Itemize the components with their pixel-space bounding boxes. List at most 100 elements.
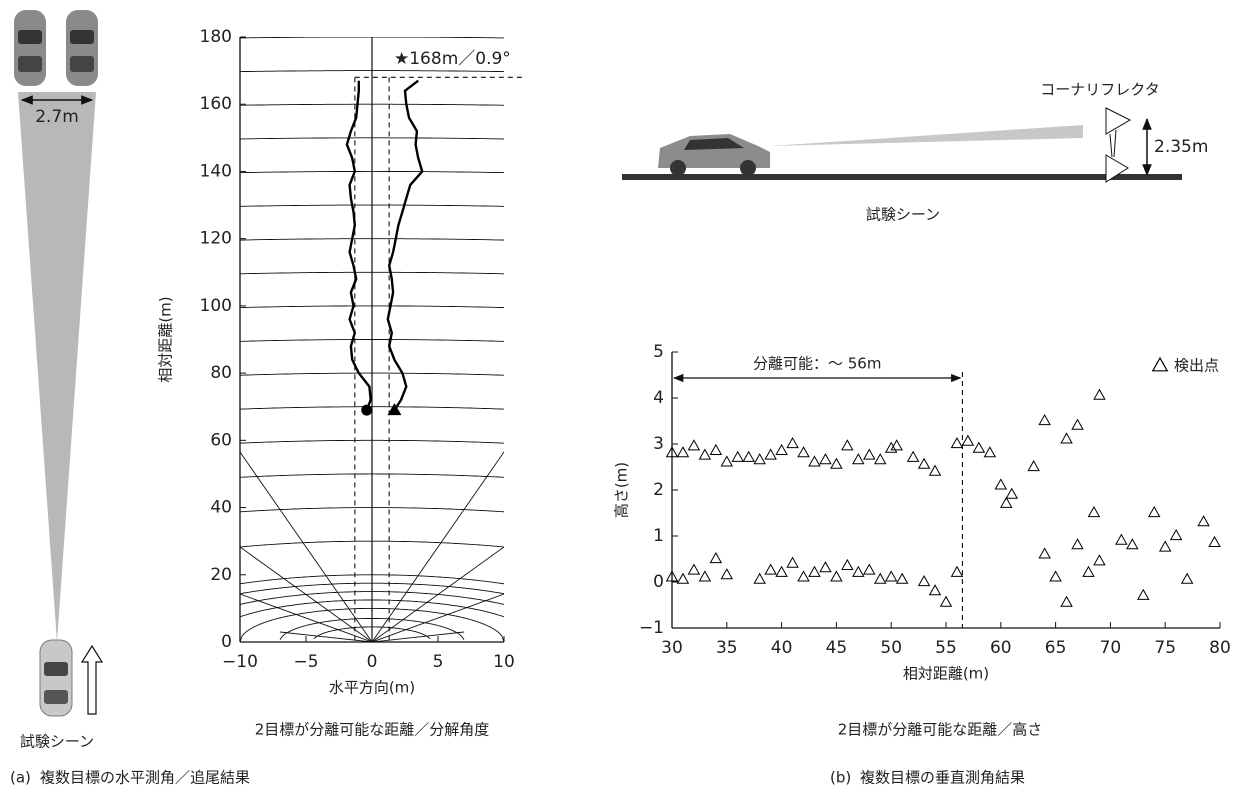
annotation: ★168m／0.9° [394, 49, 511, 69]
data-point [699, 571, 710, 581]
data-point [1198, 516, 1209, 526]
x-axis-title: 相対距離(m) [903, 665, 989, 683]
y-tick-label: 80 [210, 363, 232, 383]
data-point [1149, 507, 1160, 517]
x-tick-label: 10 [493, 652, 515, 672]
x-axis-title: 水平方向(m) [329, 679, 415, 697]
figure: 2.7m 試験シーン 2.35m コーナリフレクタ 試験シーン (a) 複数目標… [0, 0, 1240, 796]
legend-marker [1153, 358, 1167, 371]
y-tick-label: 5 [653, 342, 664, 362]
data-point [820, 562, 831, 572]
data-point [732, 452, 743, 462]
data-point [689, 440, 700, 450]
track-line [347, 81, 371, 410]
track-line [388, 81, 422, 410]
y-tick-label: 1 [653, 526, 664, 546]
data-point [787, 558, 798, 568]
data-point [1006, 489, 1017, 499]
data-point [930, 585, 941, 595]
x-tick-label: 35 [716, 638, 738, 658]
data-point [721, 569, 732, 579]
data-point [678, 447, 689, 457]
data-point [1061, 597, 1072, 607]
data-point [995, 479, 1006, 489]
direction-arrow [82, 646, 102, 714]
data-point [765, 565, 776, 575]
data-point [973, 443, 984, 453]
data-point [919, 576, 930, 586]
y-tick-label: 120 [200, 229, 232, 249]
panel-label: (b) [830, 769, 851, 787]
beam [18, 92, 96, 642]
x-tick-label: 80 [1209, 638, 1231, 658]
data-point [1083, 567, 1094, 577]
data-point [875, 454, 886, 464]
fan-line [372, 547, 504, 642]
y-tick-label: 60 [210, 430, 232, 450]
data-point [1028, 461, 1039, 471]
data-point [853, 567, 864, 577]
data-point [1160, 542, 1171, 552]
data-point [1209, 537, 1220, 547]
data-point [864, 565, 875, 575]
x-tick-label: 60 [990, 638, 1012, 658]
data-point [1094, 555, 1105, 565]
data-point [1039, 415, 1050, 425]
reflector [1106, 108, 1130, 134]
data-point [1001, 498, 1012, 508]
scene-a: 2.7m 試験シーン [14, 10, 102, 751]
data-point [699, 450, 710, 460]
data-point [689, 565, 700, 575]
reflector-label: コーナリフレクタ [1040, 81, 1159, 99]
data-point [1072, 539, 1083, 549]
y-tick-label: 180 [200, 27, 232, 47]
data-point [678, 574, 689, 584]
chart-caption: 2目標が分離可能な距離／高さ [838, 721, 1043, 739]
data-point [1039, 548, 1050, 558]
x-tick-label: 55 [935, 638, 957, 658]
data-point [721, 456, 732, 466]
data-point [831, 459, 842, 469]
y-axis-title: 相対距離(m) [157, 296, 175, 382]
scene-b: 2.35m コーナリフレクタ 試験シーン [622, 81, 1208, 224]
data-point [809, 456, 820, 466]
y-tick-label: 40 [210, 498, 232, 518]
start-marker [361, 405, 372, 416]
pole [1114, 130, 1116, 157]
x-tick-label: 30 [661, 638, 683, 658]
data-point [765, 450, 776, 460]
beam [770, 125, 1083, 146]
y-tick-label: −1 [639, 618, 664, 638]
x-tick-label: −10 [222, 652, 258, 672]
car [66, 10, 98, 86]
data-point [743, 452, 754, 462]
data-point [941, 597, 952, 607]
data-point [984, 447, 995, 457]
data-point [754, 454, 765, 464]
data-point [754, 574, 765, 584]
data-point [1127, 539, 1138, 549]
panel-title: 複数目標の垂直測角結果 [860, 769, 1025, 787]
x-tick-label: 40 [771, 638, 793, 658]
y-tick-label: 0 [653, 572, 664, 592]
panel-title: 複数目標の水平測角／追尾結果 [40, 769, 250, 787]
data-point [776, 445, 787, 455]
x-tick-label: 65 [1045, 638, 1067, 658]
panel-label: (a) [10, 769, 31, 787]
fan-line [372, 452, 504, 642]
x-tick-label: 70 [1100, 638, 1122, 658]
data-point [908, 452, 919, 462]
x-tick-label: 45 [826, 638, 848, 658]
pole [1110, 134, 1112, 157]
legend-label: 検出点 [1174, 357, 1219, 375]
y-tick-label: 140 [200, 161, 232, 181]
y-tick-label: 100 [200, 296, 232, 316]
x-tick-label: 5 [433, 652, 444, 672]
data-point [1089, 507, 1100, 517]
x-tick-label: 50 [880, 638, 902, 658]
scene-caption: 試験シーン [20, 733, 94, 751]
data-point [1138, 590, 1149, 600]
data-point [875, 574, 886, 584]
data-point [710, 445, 721, 455]
car [14, 10, 46, 86]
